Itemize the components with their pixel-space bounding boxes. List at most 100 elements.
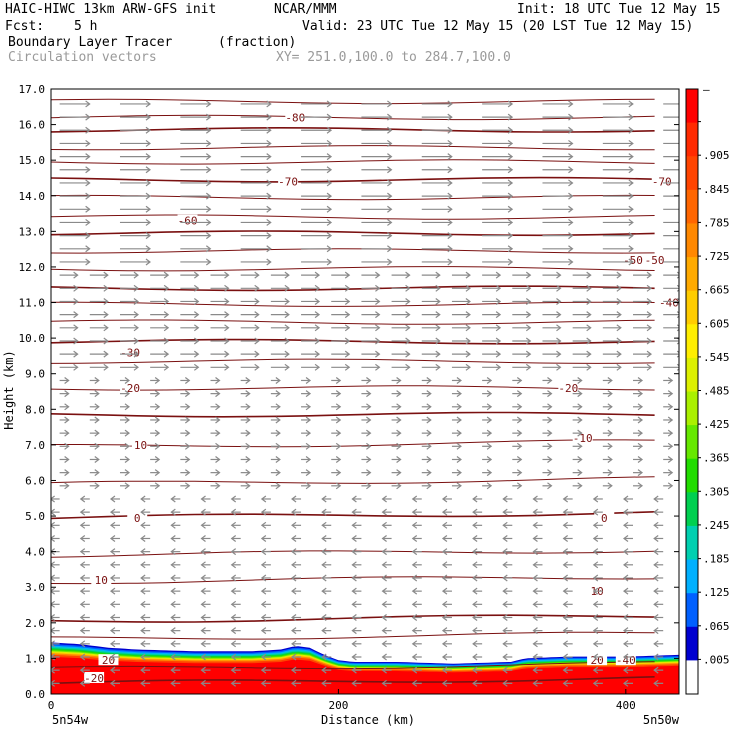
wind-vector [51, 534, 60, 542]
svg-text:0: 0 [601, 512, 608, 525]
colorbar-label: .245 [703, 519, 730, 532]
wind-vector [572, 482, 583, 490]
wind-vector [109, 614, 120, 621]
wind-vector [482, 311, 502, 319]
wind-vector [119, 113, 151, 121]
wind-vector [150, 311, 170, 319]
wind-vector [663, 376, 674, 384]
wind-vector [361, 232, 393, 240]
wind-vector [321, 679, 332, 687]
wind-vector [260, 614, 271, 621]
wind-vector [391, 416, 402, 424]
wind-vector [270, 284, 290, 292]
wind-vector [482, 139, 514, 147]
wind-vector [542, 205, 574, 213]
wind-vector [441, 587, 452, 595]
wind-vector [270, 376, 281, 384]
colorbar-label: – [703, 83, 710, 96]
wind-vector [623, 640, 634, 648]
wind-vector [602, 363, 622, 371]
wind-vector [472, 653, 483, 661]
field-units: (fraction) [218, 35, 297, 50]
wind-vector [633, 416, 644, 424]
wind-vector [109, 534, 120, 542]
wind-vector [291, 614, 302, 621]
wind-vector [421, 429, 432, 437]
wind-vector [562, 587, 573, 595]
wind-vector [59, 153, 91, 161]
wind-vector [411, 627, 422, 635]
wind-vector [210, 455, 221, 463]
wind-vector [79, 548, 90, 556]
wind-vector [200, 561, 211, 569]
wind-vector [572, 429, 583, 437]
wind-vector [150, 337, 170, 345]
wind-vector [301, 271, 321, 279]
wind-vector [331, 271, 351, 279]
wind-vector [391, 311, 411, 319]
wind-vector [291, 587, 302, 595]
wind-vector [291, 653, 302, 661]
wind-vector [240, 126, 272, 134]
wind-vector [482, 218, 514, 226]
wind-vector [562, 666, 573, 674]
colorbar-swatch [686, 425, 698, 460]
wind-vector [230, 640, 241, 648]
svg-text:-40: -40 [659, 297, 679, 310]
wind-vector [451, 390, 462, 398]
wind-vector [602, 218, 634, 226]
wind-vector [301, 218, 333, 226]
wind-vector [381, 508, 392, 516]
wind-vector [411, 574, 422, 582]
wind-vector [140, 600, 151, 608]
wind-vector [451, 363, 471, 371]
wind-vector [361, 403, 372, 411]
wind-vector [59, 192, 91, 200]
wind-vector [572, 324, 592, 332]
wind-vector [180, 442, 191, 450]
wind-vector [391, 429, 402, 437]
wind-vector [592, 548, 603, 556]
wind-vector [109, 495, 120, 503]
isotherm-line [51, 385, 655, 391]
wind-vector [421, 205, 453, 213]
wind-vector [89, 403, 100, 411]
wind-vector [361, 429, 372, 437]
wind-vector [210, 403, 221, 411]
wind-vector [200, 679, 211, 687]
wind-vector [59, 271, 79, 279]
wind-vector [532, 508, 543, 516]
wind-vector [291, 508, 302, 516]
wind-vector [542, 403, 553, 411]
colorbar-label: .185 [703, 553, 730, 566]
wind-vector [150, 429, 161, 437]
wind-vector [542, 363, 562, 371]
colorbar-frame [685, 88, 699, 695]
wind-vector [391, 376, 402, 384]
wind-vector [180, 205, 212, 213]
wind-vector [572, 442, 583, 450]
wind-vector [170, 666, 181, 674]
wind-vector [532, 587, 543, 595]
wind-vector [89, 416, 100, 424]
wind-vector [421, 126, 453, 134]
wind-vector [663, 469, 674, 477]
colorbar-swatch [686, 391, 698, 426]
wind-vector [79, 508, 90, 516]
wind-vector [411, 561, 422, 569]
wind-vector [602, 442, 613, 450]
wind-vector [663, 169, 679, 171]
wind-vector [331, 297, 351, 305]
wind-vector [291, 574, 302, 582]
wind-vector [210, 390, 221, 398]
wind-vector [391, 455, 402, 463]
wind-vector [79, 666, 90, 674]
wind-vector [663, 271, 679, 279]
wind-vector [361, 205, 393, 213]
wind-vector [441, 640, 452, 648]
wind-vector [230, 666, 241, 674]
y-axis-label: Height (km) [2, 350, 16, 429]
isotherm-line [51, 338, 655, 345]
wind-vector [140, 640, 151, 648]
right-endpoint: 5n50w [643, 713, 680, 727]
